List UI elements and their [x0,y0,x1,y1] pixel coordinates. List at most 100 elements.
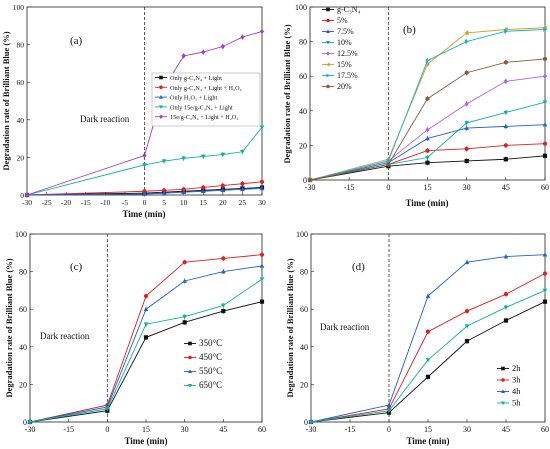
series-line [26,181,263,196]
data-point [259,263,265,268]
data-point [503,305,509,310]
legend-marker [326,29,330,34]
data-point [503,78,508,85]
data-point [464,308,470,314]
series-line [29,301,263,423]
data-point [240,186,245,192]
data-point [240,149,245,155]
data-point [142,152,147,159]
series-line [29,265,263,423]
legend-marker [326,40,330,45]
y-tick-label: 60 [19,305,27,314]
legend-entry: 15% [337,60,352,69]
legend-entry: 5% [337,16,348,25]
data-point [161,188,167,193]
x-tick-label: 5 [162,198,166,207]
legend-entry: g-C₃N₄ [337,5,361,14]
y-tick-label: 20 [17,153,25,162]
y-tick-label: 0 [304,418,308,427]
x-tick-label: 30 [463,183,471,192]
x-tick-label: -15 [63,425,74,434]
x-axis-label: Time (min) [406,436,449,446]
series-7 [307,56,548,183]
data-point [220,187,226,193]
legend-marker [188,369,192,374]
dark-reaction-annotation: Dark reaction [80,114,130,124]
series-2 [308,252,548,424]
legend-marker [188,383,192,388]
y-tick-label: 80 [300,268,308,277]
y-tick-label: 80 [17,41,25,50]
chart-panel-d: -30 -15 0 15 30 45 60 0 20 40 60 80 100 Time (min) Deg… [285,230,549,446]
data-point [503,292,509,297]
legend-entry: 4h [512,386,521,396]
x-tick-label: -15 [345,425,356,434]
chart-panel-c: -30 -15 0 15 30 45 60 0 20 40 60 80 100 Time (min) Deg… [4,230,266,446]
y-tick-label: 20 [299,141,307,150]
panel-label: (a) [70,35,83,47]
legend-marker [326,84,330,89]
panel-label: (d) [352,261,365,273]
series-line [26,31,263,196]
data-point [464,121,469,126]
legend-entry: 650°C [199,380,222,390]
x-axis-label: Time (min) [124,436,167,446]
data-point [425,96,430,101]
y-tick-label: 40 [300,343,308,352]
data-point [386,158,391,164]
y-tick-label: 40 [299,107,307,116]
legend-marker [159,105,163,109]
y-tick-label: 60 [299,72,307,81]
data-point [240,34,245,40]
series-line [26,187,263,196]
series-3 [24,124,265,198]
legend-marker [159,114,163,120]
series-line [310,254,546,423]
data-point [464,39,470,44]
x-tick-label: 0 [387,425,391,434]
x-tick-label: 0 [105,425,109,434]
data-point [259,252,265,257]
x-tick-label: -15 [344,183,355,192]
data-point [425,358,431,363]
series-line [29,254,263,423]
data-point [464,101,469,107]
data-point [142,191,147,196]
data-point [220,183,225,188]
x-tick-label: 30 [463,425,471,434]
data-point [425,293,431,298]
data-point [464,125,469,130]
x-tick-label: 45 [502,425,510,434]
series-1 [27,252,265,425]
x-tick-label: 25 [239,198,247,207]
data-point [221,308,226,314]
x-tick-label: -20 [61,198,71,207]
series-line [310,289,546,423]
x-tick-label: 45 [219,425,227,434]
legend-marker [326,7,330,12]
data-point [425,148,430,153]
data-point [201,49,206,55]
x-tick-label: -30 [25,425,36,434]
y-axis-label: Degradation rate of Brilliant Blue (%) [4,258,14,397]
legend-marker [159,75,163,80]
x-tick-label: 0 [386,183,390,192]
data-point [464,259,470,264]
panel-label: (b) [403,24,416,36]
y-tick-label: 0 [20,191,24,200]
x-tick-label: 30 [181,425,189,434]
legend-entry: Only g-C₃N₄ + Light + H₂O₂ [170,85,242,92]
data-point [259,299,265,304]
y-tick-label: 80 [299,38,307,47]
data-point [503,157,508,162]
legend-marker [188,341,192,346]
y-tick-label: 100 [295,3,307,12]
y-axis-label: Degradation rate of Brilliant Blue (%) [1,31,11,170]
data-point [542,56,548,62]
legend-entry: 550°C [199,366,222,376]
legend-frame [151,72,261,127]
data-point [425,136,430,141]
data-point [425,58,430,63]
data-point [542,122,548,127]
